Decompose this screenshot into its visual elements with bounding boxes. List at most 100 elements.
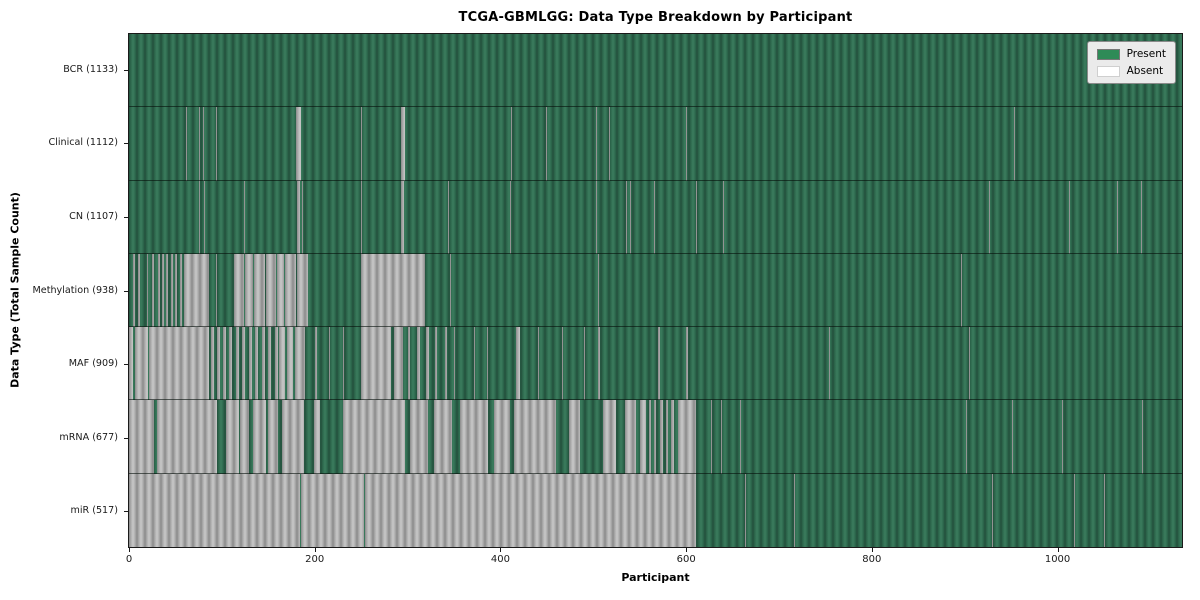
y-tick-label: MAF (909) xyxy=(68,358,118,370)
heatmap-row-BCR xyxy=(129,34,1182,108)
absent-segment xyxy=(448,180,450,254)
absent-segment xyxy=(516,327,520,401)
heatmap-row-MAF xyxy=(129,327,1182,401)
absent-segment xyxy=(642,327,644,401)
absent-segment xyxy=(162,253,165,328)
absent-segment xyxy=(239,400,249,474)
absent-segment xyxy=(138,253,141,328)
x-tick-mark xyxy=(500,548,502,552)
absent-segment xyxy=(510,107,512,181)
absent-segment xyxy=(254,253,265,328)
absent-segment xyxy=(653,180,655,254)
absent-segment xyxy=(198,107,200,181)
absent-segment xyxy=(216,253,218,328)
x-tick-mark xyxy=(314,548,316,552)
legend: Present Absent xyxy=(1086,41,1176,84)
absent-segment xyxy=(1068,180,1070,254)
absent-segment xyxy=(1018,473,1020,547)
absent-segment xyxy=(203,107,205,181)
absent-segment xyxy=(1074,473,1076,547)
absent-segment xyxy=(282,400,304,474)
legend-label-present: Present xyxy=(1126,48,1166,60)
absent-segment xyxy=(361,327,391,401)
absent-segment xyxy=(625,180,627,254)
y-tick-label: BCR (1133) xyxy=(63,63,118,75)
absent-segment xyxy=(1013,107,1015,181)
absent-segment xyxy=(361,253,426,328)
absent-segment xyxy=(671,400,675,474)
absent-segment xyxy=(499,253,501,328)
absent-segment xyxy=(829,327,831,401)
absent-segment xyxy=(677,400,697,474)
absent-segment xyxy=(233,253,245,328)
present-swatch-icon xyxy=(1096,48,1120,60)
absent-segment xyxy=(711,400,713,474)
absent-segment xyxy=(261,327,265,401)
absent-segment xyxy=(1045,473,1047,547)
absent-segment xyxy=(433,400,453,474)
absent-segment xyxy=(255,327,259,401)
absent-segment xyxy=(183,253,209,328)
absent-segment xyxy=(210,327,215,401)
absent-segment xyxy=(297,180,300,254)
y-tick-label: Methylation (938) xyxy=(32,284,118,296)
x-axis-title: Participant xyxy=(621,571,690,584)
absent-segment xyxy=(537,327,540,401)
x-tick-label: 0 xyxy=(125,554,133,565)
absent-segment xyxy=(129,473,300,547)
absent-segment xyxy=(639,400,647,474)
absent-segment xyxy=(401,107,405,181)
absent-segment xyxy=(300,473,364,547)
absent-segment xyxy=(1012,400,1013,474)
absent-segment xyxy=(1141,180,1143,254)
absent-segment xyxy=(686,107,688,181)
absent-segment xyxy=(295,327,306,401)
absent-segment xyxy=(244,180,246,254)
absent-segment xyxy=(1117,180,1118,254)
absent-segment xyxy=(410,400,428,474)
x-tick-label: 800 xyxy=(862,554,882,565)
absent-segment xyxy=(696,180,698,254)
absent-segment xyxy=(274,327,278,401)
absent-segment xyxy=(252,400,266,474)
absent-segment xyxy=(602,107,604,181)
absent-segment xyxy=(444,327,447,401)
absent-segment xyxy=(1058,180,1060,254)
absent-segment xyxy=(630,180,632,254)
absent-segment xyxy=(268,327,272,401)
y-tick-label: CN (1107) xyxy=(69,210,118,222)
absent-segment xyxy=(450,253,452,328)
x-tick-mark xyxy=(871,548,873,552)
heatmap-row-CN xyxy=(129,180,1182,254)
absent-segment xyxy=(157,253,160,328)
y-tick-mark xyxy=(124,216,128,218)
absent-segment xyxy=(545,107,547,181)
absent-segment xyxy=(166,253,168,328)
absent-segment xyxy=(653,400,657,474)
absent-segment xyxy=(156,400,218,474)
absent-segment xyxy=(459,400,489,474)
heatmap-row-miR xyxy=(129,473,1182,547)
row-separator xyxy=(129,252,1182,254)
absent-segment xyxy=(248,327,252,401)
absent-segment xyxy=(393,327,403,401)
absent-segment xyxy=(361,180,363,254)
x-tick-label: 600 xyxy=(676,554,696,565)
absent-segment xyxy=(278,327,285,401)
absent-segment xyxy=(965,400,967,474)
plot-area: Present Absent xyxy=(128,33,1183,548)
absent-segment xyxy=(401,180,404,254)
absent-segment xyxy=(285,253,297,328)
absent-segment xyxy=(180,253,182,328)
absent-segment xyxy=(342,327,345,401)
absent-segment xyxy=(129,327,133,401)
absent-segment xyxy=(759,400,761,474)
absent-segment xyxy=(216,107,218,181)
row-separator xyxy=(129,326,1182,328)
absent-segment xyxy=(132,253,135,328)
absent-segment xyxy=(185,107,187,181)
absent-segment xyxy=(146,253,149,328)
absent-segment xyxy=(328,327,331,401)
heatmap-row-Methylation xyxy=(129,253,1182,328)
